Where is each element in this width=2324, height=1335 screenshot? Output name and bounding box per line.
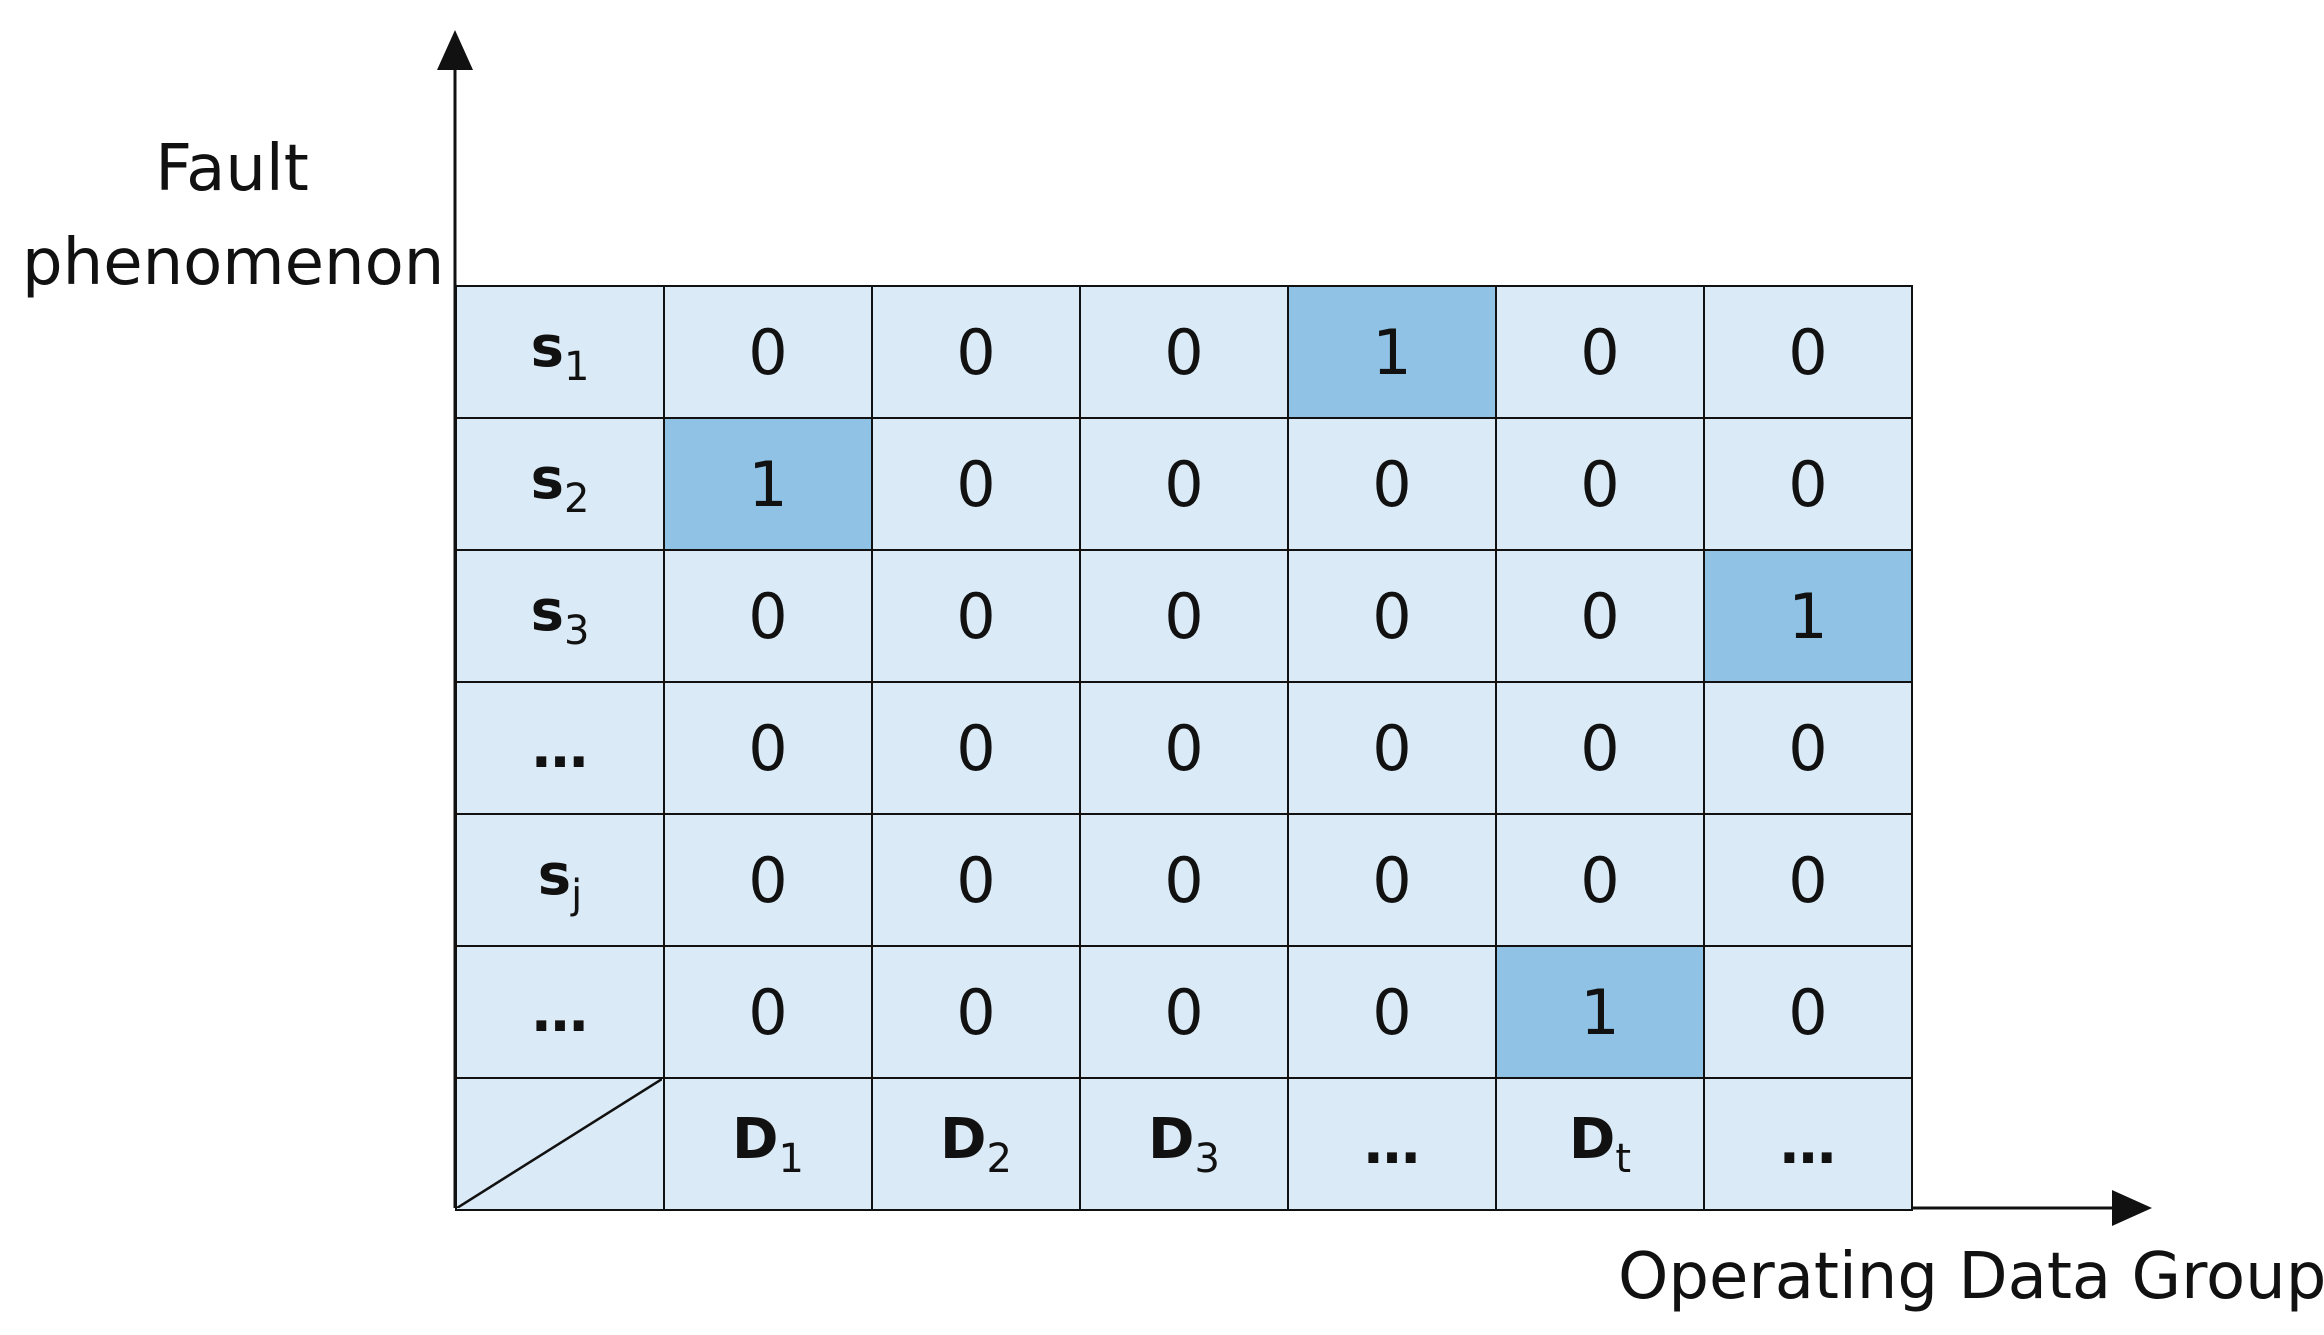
column-label-cell: D2 (871, 1077, 1081, 1211)
row-label-cell: … (455, 945, 665, 1079)
matrix-cell: 0 (871, 549, 1081, 683)
matrix-cell: 0 (871, 681, 1081, 815)
label-text: Dt (1569, 1107, 1631, 1182)
column-label-cell: D1 (663, 1077, 873, 1211)
matrix-cell: 0 (663, 681, 873, 815)
label-subscript: 2 (563, 475, 590, 522)
matrix-cell: 0 (871, 813, 1081, 947)
label-subscript: 3 (563, 607, 590, 654)
matrix-cell: 0 (663, 945, 873, 1079)
label-subscript: 1 (778, 1135, 804, 1182)
label-text: … (532, 716, 588, 781)
matrix-cell: 0 (1495, 417, 1705, 551)
matrix-cell: 0 (1495, 681, 1705, 815)
matrix-cell: 0 (871, 417, 1081, 551)
matrix-cell: 0 (1079, 681, 1289, 815)
column-label-cell: … (1703, 1077, 1913, 1211)
x-axis-label: Operating Data Group (1618, 1240, 2324, 1314)
label-base: D (1148, 1106, 1195, 1172)
matrix-cell: 0 (1287, 813, 1497, 947)
matrix-cell: 0 (663, 549, 873, 683)
label-text: … (1364, 1112, 1420, 1177)
matrix-cell: 0 (1703, 417, 1913, 551)
label-text: … (532, 980, 588, 1045)
label-subscript: t (1615, 1135, 1632, 1182)
label-text: s3 (531, 579, 590, 654)
matrix-cell: 0 (1495, 285, 1705, 419)
column-label-cell: Dt (1495, 1077, 1705, 1211)
label-base: D (1568, 1106, 1616, 1172)
row-label-cell: sj (455, 813, 665, 947)
x-arrow (2112, 1190, 2152, 1226)
matrix-cell: 0 (1079, 285, 1289, 419)
column-label-cell: … (1287, 1077, 1497, 1211)
row-label-cell: s3 (455, 549, 665, 683)
matrix-cell: 0 (1079, 549, 1289, 683)
matrix-cell: 0 (1703, 285, 1913, 419)
label-base: s (530, 314, 564, 380)
label-base: … (1780, 1111, 1836, 1177)
matrix-cell: 1 (1703, 549, 1913, 683)
matrix-cell: 0 (1079, 417, 1289, 551)
label-base: … (1364, 1111, 1420, 1177)
row-label-cell: s1 (455, 285, 665, 419)
y-arrow (437, 30, 473, 70)
label-subscript: j (571, 871, 583, 918)
label-base: s (537, 842, 572, 908)
matrix-cell: 1 (663, 417, 873, 551)
label-text: D1 (732, 1107, 804, 1182)
label-base: D (940, 1106, 987, 1172)
label-base: … (532, 979, 588, 1045)
label-base: s (530, 446, 564, 512)
matrix-cell: 0 (1287, 681, 1497, 815)
label-subscript: 1 (563, 343, 590, 390)
matrix-cell: 0 (1287, 549, 1497, 683)
matrix-cell: 1 (1287, 285, 1497, 419)
row-label-cell: s2 (455, 417, 665, 551)
label-base: … (532, 715, 588, 781)
y-axis-label: Fault phenomenon (22, 132, 445, 300)
matrix-cell: 0 (663, 813, 873, 947)
matrix-cell: 0 (1495, 549, 1705, 683)
label-text: … (1780, 1112, 1836, 1177)
matrix-cell: 0 (1287, 417, 1497, 551)
matrix-cell: 0 (871, 945, 1081, 1079)
matrix-cell: 0 (1703, 813, 1913, 947)
matrix-cell: 0 (1079, 945, 1289, 1079)
label-subscript: 3 (1194, 1135, 1220, 1182)
label-text: sj (538, 843, 582, 918)
label-base: D (732, 1106, 779, 1172)
diagonal (457, 1079, 662, 1208)
label-text: D2 (940, 1107, 1012, 1182)
label-base: s (530, 578, 564, 644)
matrix-cell: 0 (1703, 945, 1913, 1079)
label-text: s2 (531, 447, 590, 522)
label-text: D3 (1148, 1107, 1220, 1182)
matrix-cell: 0 (1079, 813, 1289, 947)
label-text: s1 (531, 315, 590, 390)
matrix-cell: 0 (1287, 945, 1497, 1079)
label-subscript: 2 (986, 1135, 1012, 1182)
column-label-cell: D3 (1079, 1077, 1289, 1211)
matrix-cell: 0 (1495, 813, 1705, 947)
row-label-cell: … (455, 681, 665, 815)
matrix-cell: 0 (1703, 681, 1913, 815)
matrix-cell: 1 (1495, 945, 1705, 1079)
matrix-cell: 0 (663, 285, 873, 419)
matrix-cell: 0 (871, 285, 1081, 419)
corner-cell (455, 1077, 665, 1211)
